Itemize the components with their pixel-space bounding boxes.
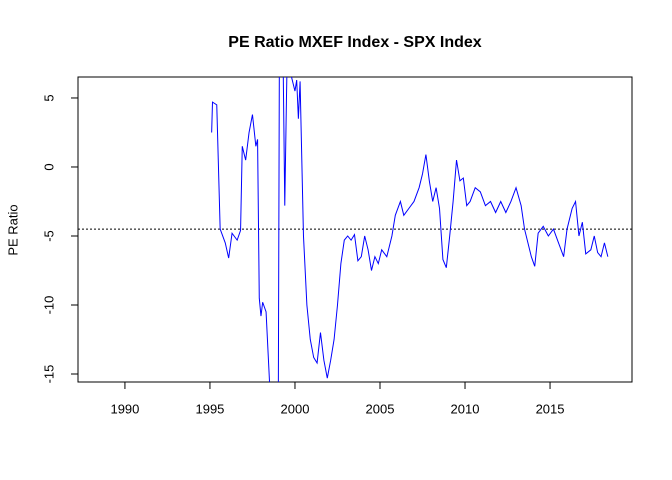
y-tick-label: -5 — [41, 230, 56, 242]
y-tick-label: 5 — [41, 94, 56, 101]
y-tick-label: -10 — [41, 296, 56, 315]
x-tick-label: 1990 — [110, 401, 139, 416]
x-tick-label: 2000 — [281, 401, 310, 416]
x-tick-label: 2015 — [536, 401, 565, 416]
chart-title: PE Ratio MXEF Index - SPX Index — [228, 34, 481, 51]
y-tick-label: 0 — [41, 163, 56, 170]
x-tick-label: 1995 — [195, 401, 224, 416]
plot-area — [78, 77, 632, 382]
data-line — [211, 77, 609, 382]
y-tick-label: -15 — [41, 365, 56, 384]
x-tick-label: 2005 — [366, 401, 395, 416]
x-tick-label: 2010 — [451, 401, 480, 416]
y-axis-label: PE Ratio — [5, 204, 20, 255]
